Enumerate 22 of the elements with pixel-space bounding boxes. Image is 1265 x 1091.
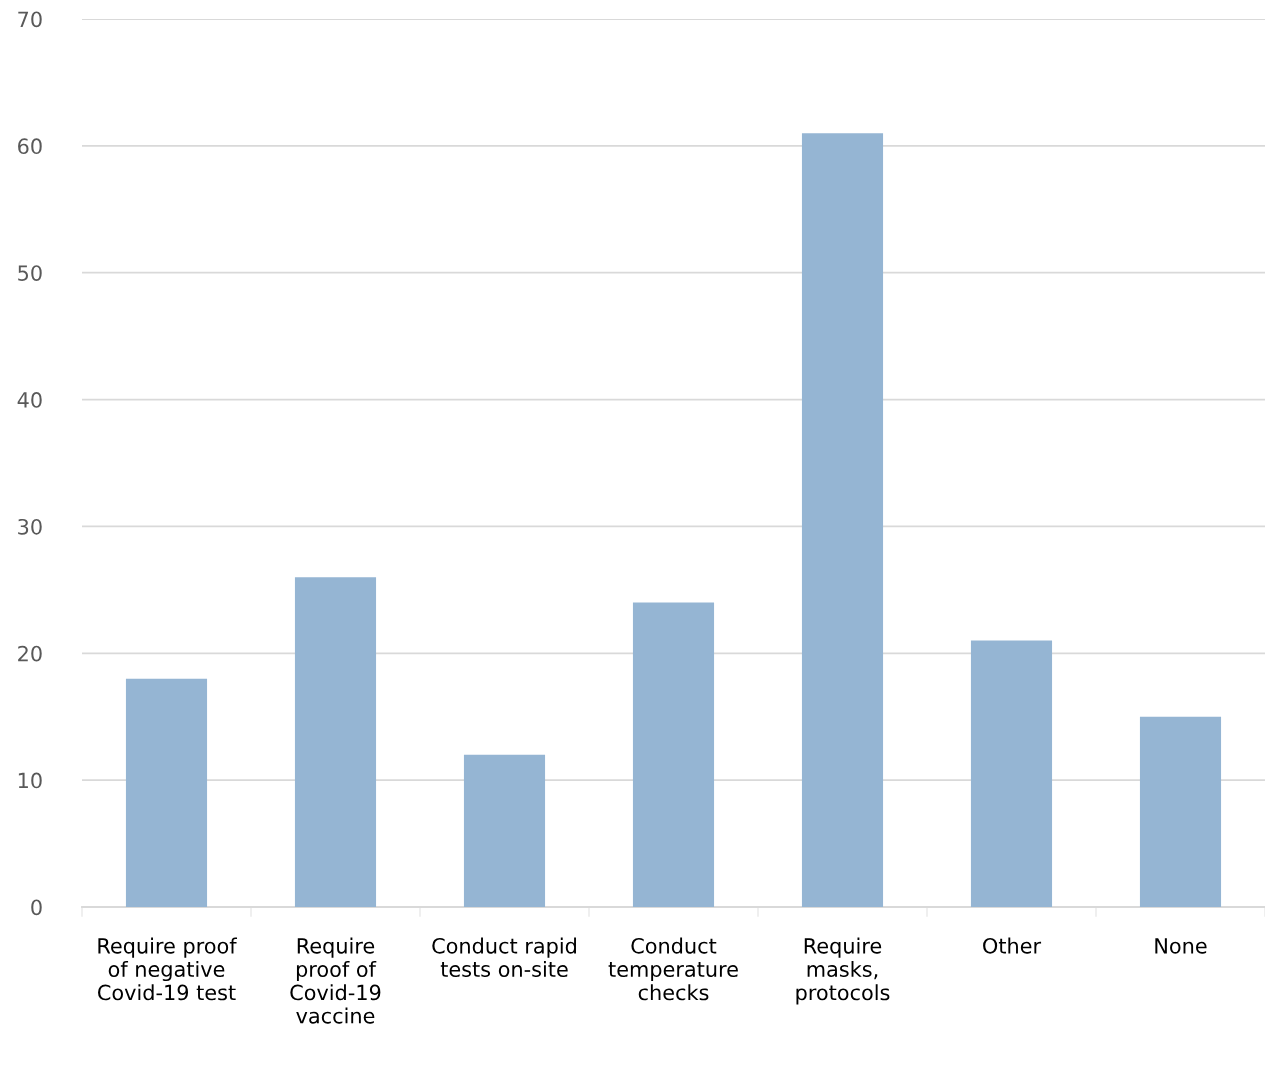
bar [632,602,715,907]
y-tick-label: 70 [18,11,42,28]
y-tick-label: 60 [18,138,42,155]
x-tick-label: Require proof of negative Covid-19 test [98,937,238,1001]
y-tick-label: 40 [17,392,42,408]
y-tick-label: 0 [31,899,42,916]
y-tick-label: 50 [18,265,42,281]
bar [463,754,546,907]
bar [801,133,884,907]
x-tick-label: Conduct rapid tests on-site [432,937,576,978]
y-tick-label: 30 [18,518,42,535]
y-tick-label: 10 [18,772,42,789]
x-tick-label: Other [983,937,1042,954]
x-tick-label: None [1155,938,1207,954]
y-tick-label: 20 [18,645,42,662]
bar [125,678,208,907]
x-tick-label: Require proof of Covid-19 vaccine [290,937,381,1024]
bar [1139,716,1222,907]
x-tick-label: Conduct temperature checks [608,937,738,1001]
x-tick-label: Require masks, protocols [796,937,890,1005]
bar [294,577,377,907]
bar [970,640,1053,907]
